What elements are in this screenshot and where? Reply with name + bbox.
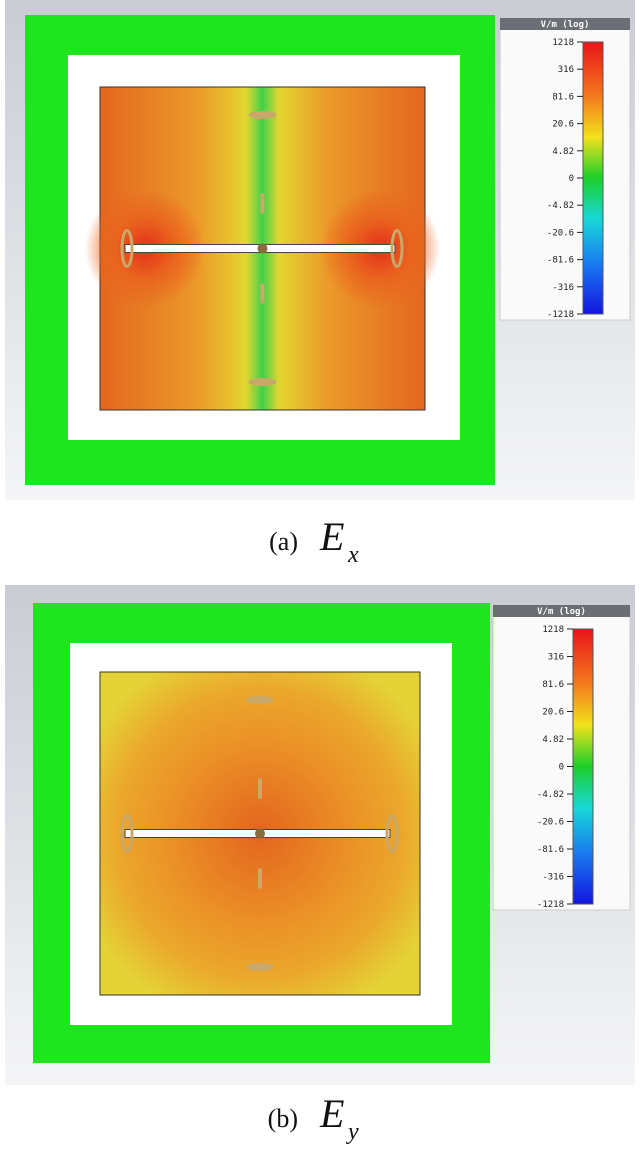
tick-label: -4.82 (547, 201, 574, 211)
caption-symbol: E (319, 514, 344, 559)
tick-label: -316 (552, 283, 574, 293)
tick-label: -316 (542, 873, 564, 883)
legend-header (500, 18, 630, 30)
caption-symbol: E (319, 1091, 344, 1136)
tick-label: 20.6 (542, 708, 564, 718)
colorbar (572, 628, 594, 905)
legend-panel (499, 17, 631, 321)
caption-label: (b) (268, 1104, 298, 1133)
probe (246, 696, 274, 704)
tick-label: -20.6 (547, 228, 574, 238)
tick-label: 0 (559, 763, 564, 773)
colorbar (582, 41, 604, 315)
tick-label: -20.6 (537, 818, 564, 828)
tick-label: 1218 (542, 625, 564, 635)
tick-label: 0 (569, 174, 574, 184)
legend-panel (492, 604, 631, 911)
probe (385, 814, 399, 853)
tick-label: -1218 (537, 900, 564, 910)
legend-title: V/m (log) (541, 20, 590, 30)
via (257, 243, 268, 254)
panel: V/m (log) 1218 316 81.6 20.6 4.82 0 -4.82 -20.6 -… (5, 585, 635, 1145)
tick-label: 81.6 (542, 680, 564, 690)
tick-label: -81.6 (547, 256, 574, 266)
legend-header (493, 605, 630, 617)
tick-label: 1218 (552, 38, 574, 48)
tick-label: 4.82 (542, 735, 564, 745)
probe (246, 963, 274, 971)
arrow (258, 778, 262, 799)
tick-label: -81.6 (537, 845, 564, 855)
tick-label: 316 (558, 65, 574, 75)
arrow (258, 868, 262, 889)
tick-label: 316 (548, 653, 564, 663)
arrow (260, 193, 265, 214)
panel: V/m (log) 1218 316 81.6 20.6 4.82 0 -4.82 -20.6 -… (5, 0, 635, 568)
caption-subscript: y (346, 1119, 359, 1145)
via (255, 828, 265, 839)
tick-label: -4.82 (537, 790, 564, 800)
probe (390, 229, 404, 268)
probe (120, 229, 134, 268)
probe (248, 378, 277, 386)
legend-title: V/m (log) (537, 607, 586, 617)
tick-label: 20.6 (552, 120, 574, 130)
probe (248, 111, 277, 119)
arrow (260, 283, 265, 304)
tick-label: -1218 (547, 310, 574, 320)
probe (120, 814, 134, 853)
tick-label: 81.6 (552, 92, 574, 102)
caption-label: (a) (269, 527, 298, 556)
caption-subscript: x (347, 542, 359, 568)
tick-label: 4.82 (552, 147, 574, 157)
